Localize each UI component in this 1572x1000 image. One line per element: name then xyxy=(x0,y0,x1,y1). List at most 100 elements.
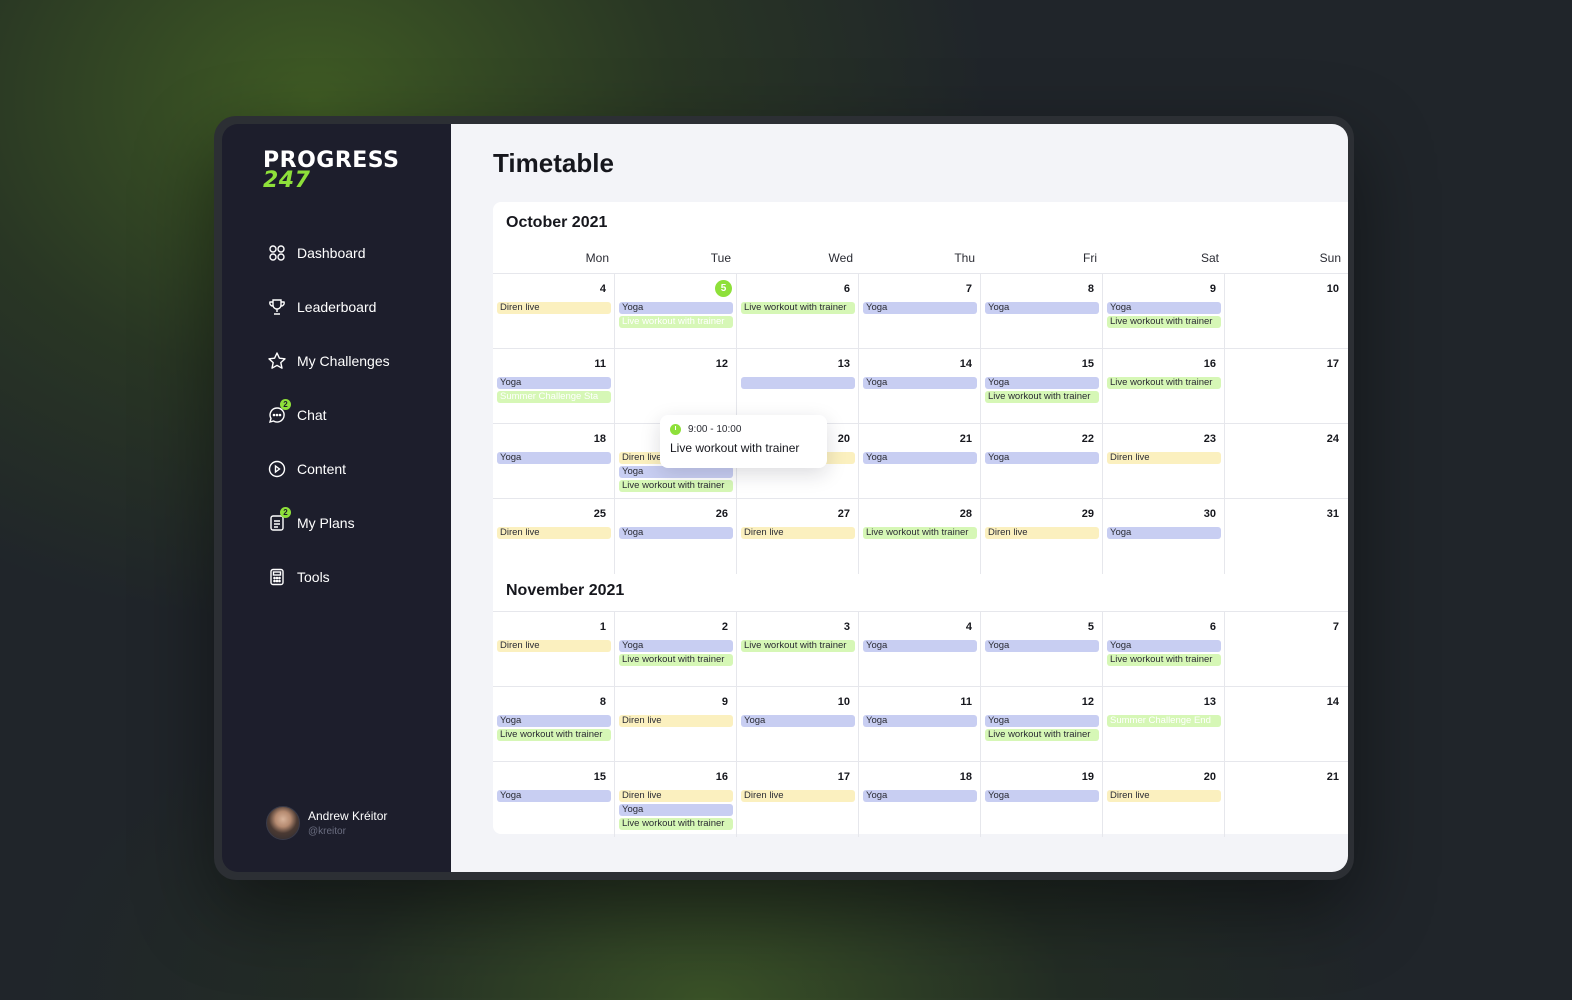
event-chip[interactable]: Live workout with trainer xyxy=(619,818,733,830)
day-cell[interactable]: 9 Diren live xyxy=(615,687,737,761)
event-chip[interactable]: Yoga xyxy=(863,715,977,727)
day-cell[interactable]: 10 xyxy=(1225,274,1347,348)
day-cell[interactable]: 14 xyxy=(1225,687,1347,761)
event-chip[interactable]: Yoga xyxy=(863,452,977,464)
day-cell[interactable]: 13 xyxy=(737,349,859,423)
event-chip[interactable]: Yoga xyxy=(985,640,1099,652)
day-cell[interactable]: 6 Live workout with trainer xyxy=(737,274,859,348)
day-cell[interactable]: 27 Diren live xyxy=(737,499,859,574)
event-chip[interactable]: Yoga xyxy=(497,377,611,389)
day-cell[interactable]: 10 Yoga xyxy=(737,687,859,761)
day-cell[interactable]: 11 Yoga Summer Challenge Sta xyxy=(493,349,615,423)
sidebar-item-my-challenges[interactable]: My Challenges xyxy=(267,334,390,388)
day-cell[interactable]: 8 Yoga Live workout with trainer xyxy=(493,687,615,761)
event-chip[interactable]: Live workout with trainer xyxy=(619,480,733,492)
event-chip[interactable]: Yoga xyxy=(619,302,733,314)
day-cell[interactable]: 14 Yoga xyxy=(859,349,981,423)
event-chip[interactable]: Live workout with trainer xyxy=(1107,654,1221,666)
day-cell[interactable]: 5 Yoga Live workout with trainer xyxy=(615,274,737,348)
event-chip[interactable]: Live workout with trainer xyxy=(863,527,977,539)
day-cell[interactable]: 26 Yoga xyxy=(615,499,737,574)
event-chip[interactable]: Yoga xyxy=(985,790,1099,802)
event-chip[interactable]: Yoga xyxy=(1107,640,1221,652)
day-cell[interactable]: 24 xyxy=(1225,424,1347,498)
day-cell[interactable]: 25 Diren live xyxy=(493,499,615,574)
event-chip[interactable]: Yoga xyxy=(741,715,855,727)
day-cell[interactable]: 3 Live workout with trainer xyxy=(737,612,859,686)
event-chip[interactable]: Live workout with trainer xyxy=(497,729,611,741)
day-cell[interactable]: 15 Yoga Live workout with trainer xyxy=(981,349,1103,423)
event-chip[interactable]: Yoga xyxy=(985,302,1099,314)
event-chip[interactable]: Diren live xyxy=(1107,790,1221,802)
event-chip[interactable]: Yoga xyxy=(1107,527,1221,539)
event-chip[interactable]: Live workout with trainer xyxy=(619,654,733,666)
event-chip[interactable]: Diren live xyxy=(497,302,611,314)
event-chip[interactable]: Yoga xyxy=(985,377,1099,389)
day-cell[interactable]: 11 Yoga xyxy=(859,687,981,761)
event-chip[interactable]: Yoga xyxy=(619,466,733,478)
day-cell[interactable]: 4 Diren live xyxy=(493,274,615,348)
day-cell[interactable]: 16 Live workout with trainer xyxy=(1103,349,1225,423)
event-chip[interactable]: Live workout with trainer xyxy=(985,729,1099,741)
event-chip[interactable]: Live workout with trainer xyxy=(1107,316,1221,328)
event-chip[interactable]: Diren live xyxy=(741,527,855,539)
event-chip[interactable]: Yoga xyxy=(497,790,611,802)
day-cell[interactable]: 4 Yoga xyxy=(859,612,981,686)
day-cell[interactable]: 30 Yoga xyxy=(1103,499,1225,574)
day-cell[interactable]: 13 Summer Challenge End xyxy=(1103,687,1225,761)
sidebar-item-dashboard[interactable]: Dashboard xyxy=(267,226,390,280)
day-cell[interactable]: 8 Yoga xyxy=(981,274,1103,348)
sidebar-item-my-plans[interactable]: 2 My Plans xyxy=(267,496,390,550)
event-chip[interactable]: Yoga xyxy=(497,452,611,464)
event-chip[interactable]: Yoga xyxy=(863,790,977,802)
day-cell[interactable]: 9 Yoga Live workout with trainer xyxy=(1103,274,1225,348)
event-chip[interactable]: Diren live xyxy=(497,527,611,539)
event-chip[interactable]: Summer Challenge End xyxy=(1107,715,1221,727)
user-profile[interactable]: Andrew Kréitor @kreitor xyxy=(266,806,387,840)
day-cell[interactable]: 12 xyxy=(615,349,737,423)
day-cell[interactable]: 12 Yoga Live workout with trainer xyxy=(981,687,1103,761)
event-tooltip[interactable]: 9:00 - 10:00 Live workout with trainer xyxy=(660,415,827,468)
day-cell[interactable]: 31 xyxy=(1225,499,1347,574)
event-chip[interactable]: Diren live xyxy=(619,790,733,802)
day-cell[interactable]: 18 Yoga xyxy=(859,762,981,837)
sidebar-item-tools[interactable]: Tools xyxy=(267,550,390,604)
event-chip[interactable]: Diren live xyxy=(1107,452,1221,464)
day-cell[interactable]: 29 Diren live xyxy=(981,499,1103,574)
day-cell[interactable]: 7 xyxy=(1225,612,1347,686)
event-chip[interactable]: Live workout with trainer xyxy=(1107,377,1221,389)
event-chip[interactable] xyxy=(741,377,855,389)
day-cell[interactable]: 2 Yoga Live workout with trainer xyxy=(615,612,737,686)
event-chip[interactable]: Live workout with trainer xyxy=(985,391,1099,403)
day-cell[interactable]: 1 Diren live xyxy=(493,612,615,686)
event-chip[interactable]: Diren live xyxy=(741,790,855,802)
day-cell[interactable]: 20 Diren live xyxy=(1103,762,1225,837)
event-chip[interactable]: Yoga xyxy=(497,715,611,727)
day-cell[interactable]: 22 Yoga xyxy=(981,424,1103,498)
event-chip[interactable]: Live workout with trainer xyxy=(619,316,733,328)
event-chip[interactable]: Yoga xyxy=(863,640,977,652)
event-chip[interactable]: Yoga xyxy=(985,715,1099,727)
day-cell[interactable]: 23 Diren live xyxy=(1103,424,1225,498)
day-cell[interactable]: 15 Yoga xyxy=(493,762,615,837)
event-chip[interactable]: Yoga xyxy=(619,527,733,539)
day-cell[interactable]: 6 Yoga Live workout with trainer xyxy=(1103,612,1225,686)
day-cell[interactable]: 21 xyxy=(1225,762,1347,837)
event-chip[interactable]: Live workout with trainer xyxy=(741,302,855,314)
day-cell[interactable]: 21 Yoga xyxy=(859,424,981,498)
day-cell[interactable]: 7 Yoga xyxy=(859,274,981,348)
event-chip[interactable]: Yoga xyxy=(1107,302,1221,314)
brand-logo[interactable]: PROGRESS 247 xyxy=(263,149,400,191)
event-chip[interactable]: Yoga xyxy=(985,452,1099,464)
day-cell[interactable]: 17 Diren live xyxy=(737,762,859,837)
event-chip[interactable]: Yoga xyxy=(863,302,977,314)
day-cell[interactable]: 28 Live workout with trainer xyxy=(859,499,981,574)
event-chip[interactable]: Yoga xyxy=(619,640,733,652)
event-chip[interactable]: Summer Challenge Sta xyxy=(497,391,611,403)
day-cell[interactable]: 19 Yoga xyxy=(981,762,1103,837)
day-cell[interactable]: 18 Yoga xyxy=(493,424,615,498)
event-chip[interactable]: Live workout with trainer xyxy=(741,640,855,652)
event-chip[interactable]: Diren live xyxy=(619,715,733,727)
event-chip[interactable]: Yoga xyxy=(619,804,733,816)
